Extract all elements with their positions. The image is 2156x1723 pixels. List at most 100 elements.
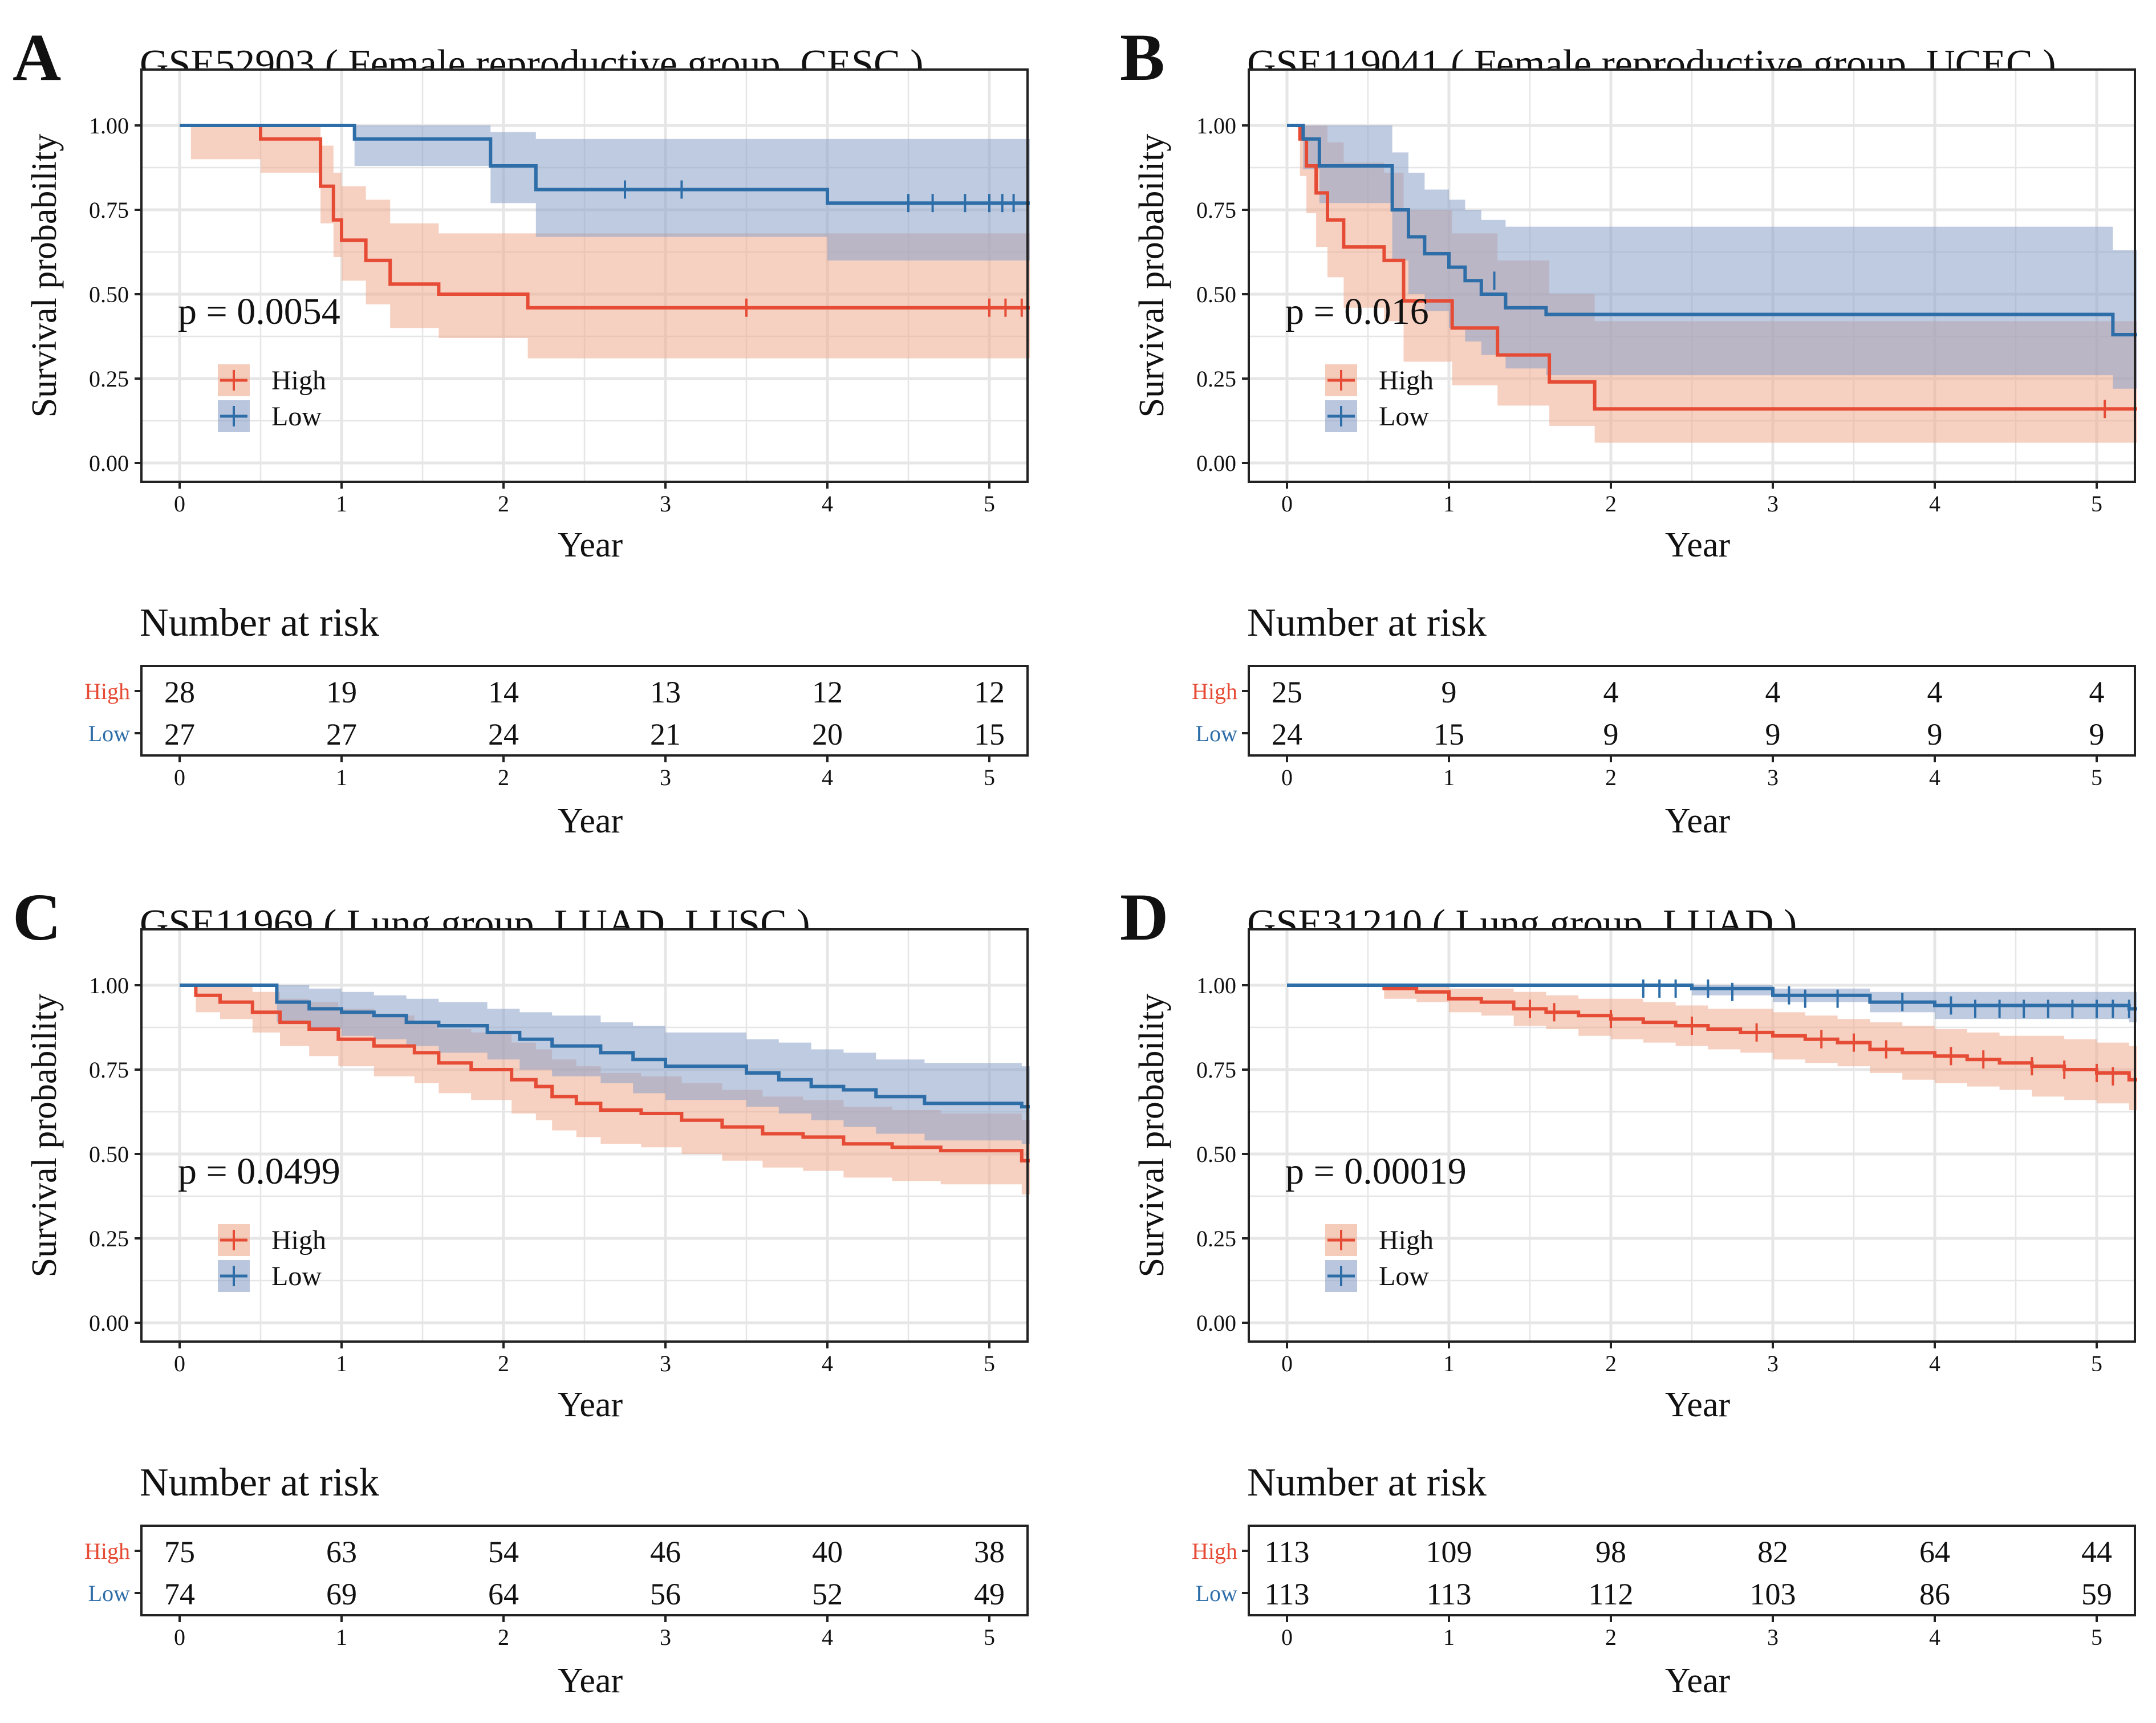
risk-table-title: Number at risk bbox=[1247, 601, 1487, 645]
x-tick-label: 2 bbox=[1605, 491, 1617, 517]
risk-table-title: Number at risk bbox=[140, 601, 379, 645]
risk-count-high: 44 bbox=[2081, 1535, 2112, 1569]
x-tick-label: 3 bbox=[1767, 1351, 1779, 1376]
legend-label-low: Low bbox=[271, 401, 322, 432]
x-tick-label: 3 bbox=[1767, 491, 1779, 517]
risk-count-high: 54 bbox=[488, 1535, 519, 1569]
risk-x-tick-label: 3 bbox=[660, 1624, 671, 1650]
plot-frame bbox=[140, 928, 1029, 1343]
risk-count-low: 59 bbox=[2081, 1577, 2112, 1611]
ci-band-low bbox=[1287, 985, 2137, 1023]
legend-label-low: Low bbox=[271, 1261, 322, 1291]
risk-x-tick-label: 0 bbox=[1281, 1624, 1293, 1650]
y-tick-label: 0.00 bbox=[89, 450, 129, 476]
risk-x-tick-label: 4 bbox=[1929, 1624, 1940, 1650]
x-tick-label: 5 bbox=[984, 1351, 995, 1376]
y-tick-label: 0.75 bbox=[1196, 197, 1236, 223]
x-tick-label: 1 bbox=[1443, 491, 1455, 517]
risk-x-tick-label: 5 bbox=[2091, 765, 2102, 790]
risk-count-low: 21 bbox=[650, 717, 681, 751]
x-tick-label: 1 bbox=[336, 491, 347, 517]
x-tick-label: 5 bbox=[2091, 1351, 2102, 1376]
legend-label-high: High bbox=[1379, 365, 1434, 396]
risk-table-frame bbox=[1248, 1525, 2136, 1616]
risk-count-high: 12 bbox=[974, 675, 1005, 709]
panel-c: C GSE11969 ( Lung group, LUAD, LUSC )0.00… bbox=[13, 880, 1030, 1700]
panel-letter: D bbox=[1120, 880, 1168, 954]
p-value: p = 0.016 bbox=[1285, 291, 1429, 332]
risk-x-axis-title: Year bbox=[1665, 802, 1731, 840]
risk-count-high: 28 bbox=[164, 675, 195, 709]
risk-table-title: Number at risk bbox=[140, 1461, 379, 1505]
risk-x-axis-title: Year bbox=[1665, 1661, 1731, 1700]
x-tick-label: 5 bbox=[984, 491, 995, 517]
plot-frame bbox=[1248, 68, 2136, 483]
x-axis-title: Year bbox=[558, 526, 623, 564]
risk-count-low: 112 bbox=[1589, 1577, 1634, 1611]
y-tick-label: 1.00 bbox=[89, 973, 129, 998]
risk-count-high: 13 bbox=[650, 675, 681, 709]
risk-x-axis-title: Year bbox=[558, 1661, 623, 1700]
risk-count-low: 27 bbox=[326, 717, 357, 751]
risk-x-tick-label: 4 bbox=[822, 1624, 833, 1650]
risk-x-tick-label: 5 bbox=[984, 765, 995, 790]
x-tick-label: 2 bbox=[498, 491, 509, 517]
y-axis-title: Survival probability bbox=[1132, 994, 1171, 1278]
y-tick-label: 0.75 bbox=[1196, 1057, 1236, 1083]
risk-count-low: 9 bbox=[1765, 717, 1781, 751]
risk-count-high: 63 bbox=[326, 1535, 357, 1569]
legend-label-low: Low bbox=[1379, 401, 1429, 432]
x-tick-label: 0 bbox=[174, 491, 185, 517]
x-tick-label: 2 bbox=[498, 1351, 509, 1376]
x-tick-label: 4 bbox=[822, 491, 833, 517]
risk-x-tick-label: 4 bbox=[822, 765, 833, 790]
y-tick-label: 0.75 bbox=[89, 1057, 129, 1083]
risk-x-axis-title: Year bbox=[558, 802, 623, 840]
risk-row-label-low: Low bbox=[1196, 721, 1237, 746]
y-tick-label: 0.50 bbox=[89, 1141, 129, 1167]
risk-x-tick-label: 1 bbox=[1443, 1624, 1455, 1650]
survival-curve-low bbox=[180, 124, 1030, 205]
y-axis-title: Survival probability bbox=[25, 134, 64, 418]
y-tick-label: 0.25 bbox=[89, 1226, 129, 1251]
risk-count-high: 40 bbox=[812, 1535, 843, 1569]
x-tick-label: 0 bbox=[174, 1351, 185, 1376]
risk-count-high: 82 bbox=[1757, 1535, 1788, 1569]
risk-count-low: 52 bbox=[812, 1577, 843, 1611]
ci-band-high bbox=[1287, 985, 2137, 1110]
y-tick-label: 0.25 bbox=[1196, 1226, 1236, 1251]
legend-label-high: High bbox=[271, 365, 326, 396]
risk-count-high: 14 bbox=[488, 675, 519, 709]
risk-count-low: 74 bbox=[164, 1577, 195, 1611]
panel-letter: C bbox=[13, 880, 61, 954]
y-tick-label: 0.50 bbox=[1196, 1141, 1236, 1167]
x-tick-label: 2 bbox=[1605, 1351, 1617, 1376]
risk-count-low: 113 bbox=[1427, 1577, 1472, 1611]
panel-letter: A bbox=[13, 20, 61, 95]
risk-count-low: 113 bbox=[1265, 1577, 1310, 1611]
risk-count-high: 12 bbox=[812, 675, 843, 709]
risk-table-frame bbox=[140, 665, 1029, 757]
risk-count-low: 56 bbox=[650, 1577, 681, 1611]
risk-count-low: 27 bbox=[164, 717, 195, 751]
risk-count-low: 15 bbox=[974, 717, 1005, 751]
risk-x-tick-label: 1 bbox=[336, 1624, 347, 1650]
risk-x-tick-label: 3 bbox=[660, 765, 671, 790]
risk-count-high: 46 bbox=[650, 1535, 681, 1569]
risk-count-high: 4 bbox=[2089, 675, 2105, 709]
risk-count-high: 4 bbox=[1927, 675, 1943, 709]
ci-band-high bbox=[180, 125, 1030, 359]
x-tick-label: 0 bbox=[1281, 491, 1293, 517]
panel-d: D GSE31210 ( Lung group, LUAD )0.000.250.… bbox=[1120, 880, 2137, 1700]
y-tick-label: 0.00 bbox=[1196, 1310, 1236, 1336]
risk-count-high: 64 bbox=[1919, 1535, 1950, 1569]
panel-b: B GSE119041 ( Female reproductive group, … bbox=[1120, 20, 2137, 840]
risk-count-low: 86 bbox=[1919, 1577, 1950, 1611]
risk-count-low: 9 bbox=[1927, 717, 1943, 751]
risk-table-frame bbox=[140, 1525, 1029, 1616]
risk-x-tick-label: 3 bbox=[1767, 765, 1779, 790]
risk-count-low: 103 bbox=[1750, 1577, 1796, 1611]
risk-x-tick-label: 5 bbox=[2091, 1624, 2102, 1650]
risk-count-high: 4 bbox=[1765, 675, 1781, 709]
risk-row-label-high: High bbox=[84, 1538, 130, 1564]
